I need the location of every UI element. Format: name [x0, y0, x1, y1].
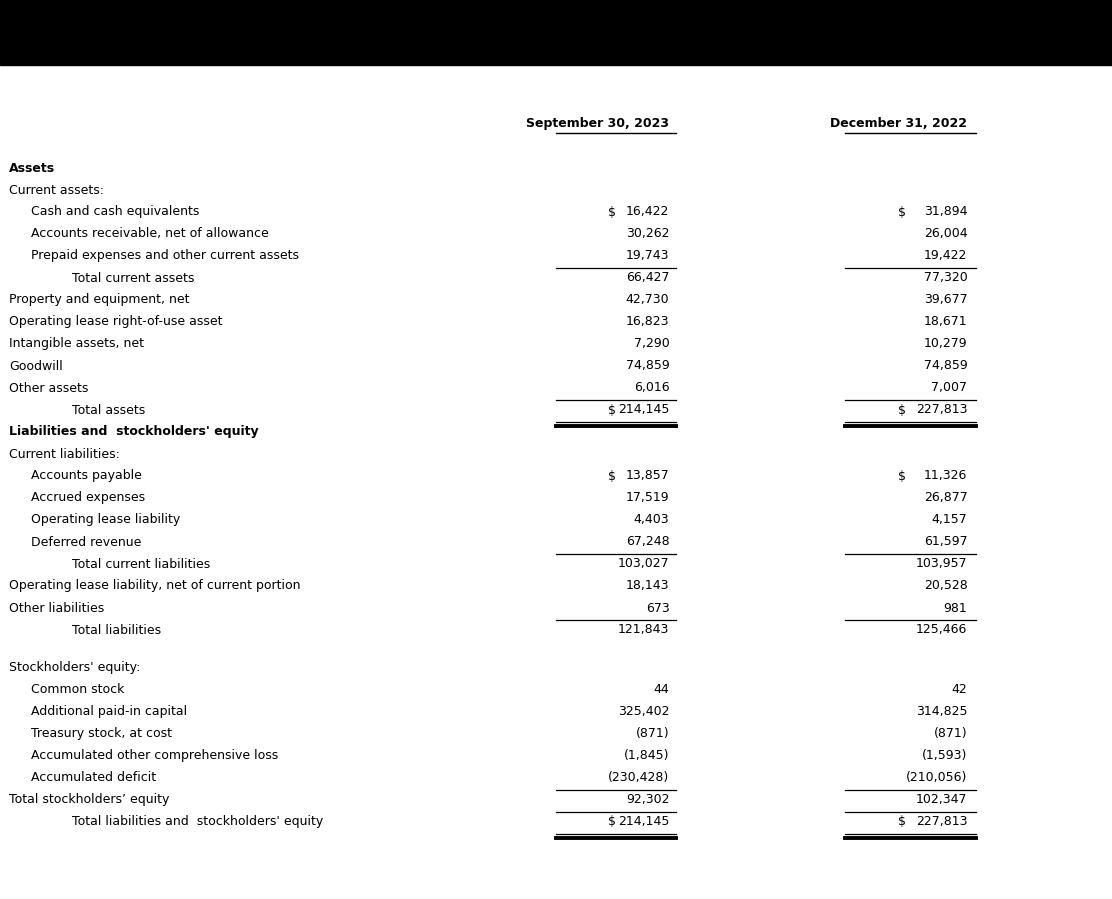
Bar — [0, 0, 1112, 65]
Text: 4,157: 4,157 — [932, 513, 967, 527]
Text: 30,262: 30,262 — [626, 227, 669, 241]
Text: 125,466: 125,466 — [916, 624, 967, 636]
Text: Other liabilities: Other liabilities — [9, 601, 105, 615]
Text: 20,528: 20,528 — [924, 580, 967, 592]
Text: $: $ — [898, 814, 906, 828]
Text: (230,428): (230,428) — [608, 771, 669, 784]
Text: 227,813: 227,813 — [916, 404, 967, 416]
Text: (871): (871) — [636, 727, 669, 740]
Text: Stockholders' equity:: Stockholders' equity: — [9, 661, 140, 674]
Text: Total liabilities: Total liabilities — [72, 624, 161, 636]
Text: Current assets:: Current assets: — [9, 183, 103, 197]
Text: Property and equipment, net: Property and equipment, net — [9, 293, 189, 307]
Text: Total current liabilities: Total current liabilities — [72, 557, 210, 571]
Text: 16,823: 16,823 — [626, 316, 669, 328]
Text: Current liabilities:: Current liabilities: — [9, 448, 120, 460]
Text: (210,056): (210,056) — [906, 771, 967, 784]
Text: $: $ — [608, 206, 616, 218]
Text: 67,248: 67,248 — [626, 536, 669, 548]
Text: $: $ — [898, 206, 906, 218]
Text: Assets: Assets — [9, 162, 54, 174]
Text: 42,730: 42,730 — [626, 293, 669, 307]
Text: 26,004: 26,004 — [924, 227, 967, 241]
Text: 214,145: 214,145 — [618, 404, 669, 416]
Text: Total current assets: Total current assets — [72, 271, 195, 284]
Text: Additional paid-in capital: Additional paid-in capital — [31, 705, 187, 718]
Text: Total liabilities and  stockholders' equity: Total liabilities and stockholders' equi… — [72, 814, 324, 828]
Text: $: $ — [898, 469, 906, 483]
Text: 18,671: 18,671 — [924, 316, 967, 328]
Text: 214,145: 214,145 — [618, 814, 669, 828]
Text: Liabilities and  stockholders' equity: Liabilities and stockholders' equity — [9, 425, 258, 439]
Text: 314,825: 314,825 — [916, 705, 967, 718]
Text: 102,347: 102,347 — [916, 793, 967, 806]
Text: (1,593): (1,593) — [922, 749, 967, 761]
Text: Total stockholders’ equity: Total stockholders’ equity — [9, 793, 169, 806]
Text: 39,677: 39,677 — [924, 293, 967, 307]
Text: 13,857: 13,857 — [626, 469, 669, 483]
Text: 6,016: 6,016 — [634, 381, 669, 395]
Text: Operating lease right-of-use asset: Operating lease right-of-use asset — [9, 316, 222, 328]
Text: 19,743: 19,743 — [626, 250, 669, 263]
Text: Accounts receivable, net of allowance: Accounts receivable, net of allowance — [31, 227, 269, 241]
Text: 981: 981 — [944, 601, 967, 615]
Text: (871): (871) — [934, 727, 967, 740]
Text: Operating lease liability, net of current portion: Operating lease liability, net of curren… — [9, 580, 300, 592]
Text: $: $ — [608, 469, 616, 483]
Text: Prepaid expenses and other current assets: Prepaid expenses and other current asset… — [31, 250, 299, 263]
Text: 7,290: 7,290 — [634, 337, 669, 351]
Text: $: $ — [608, 404, 616, 416]
Text: Goodwill: Goodwill — [9, 360, 62, 372]
Text: $: $ — [898, 404, 906, 416]
Text: 4,403: 4,403 — [634, 513, 669, 527]
Text: 227,813: 227,813 — [916, 814, 967, 828]
Text: 66,427: 66,427 — [626, 271, 669, 284]
Text: 103,027: 103,027 — [618, 557, 669, 571]
Text: 61,597: 61,597 — [924, 536, 967, 548]
Text: Accounts payable: Accounts payable — [31, 469, 142, 483]
Text: Accumulated other comprehensive loss: Accumulated other comprehensive loss — [31, 749, 278, 761]
Text: 10,279: 10,279 — [924, 337, 967, 351]
Text: 42: 42 — [952, 683, 967, 696]
Text: Operating lease liability: Operating lease liability — [31, 513, 180, 527]
Text: 31,894: 31,894 — [924, 206, 967, 218]
Text: 325,402: 325,402 — [618, 705, 669, 718]
Text: 121,843: 121,843 — [618, 624, 669, 636]
Text: September 30, 2023: September 30, 2023 — [526, 117, 669, 130]
Text: Treasury stock, at cost: Treasury stock, at cost — [31, 727, 172, 740]
Text: Cash and cash equivalents: Cash and cash equivalents — [31, 206, 199, 218]
Text: Total assets: Total assets — [72, 404, 146, 416]
Text: December 31, 2022: December 31, 2022 — [831, 117, 967, 130]
Text: 74,859: 74,859 — [626, 360, 669, 372]
Text: 18,143: 18,143 — [626, 580, 669, 592]
Text: $: $ — [608, 814, 616, 828]
Text: 19,422: 19,422 — [924, 250, 967, 263]
Text: 77,320: 77,320 — [924, 271, 967, 284]
Text: Accumulated deficit: Accumulated deficit — [31, 771, 157, 784]
Text: 103,957: 103,957 — [916, 557, 967, 571]
Text: 7,007: 7,007 — [932, 381, 967, 395]
Text: 26,877: 26,877 — [924, 492, 967, 504]
Text: (1,845): (1,845) — [624, 749, 669, 761]
Text: 11,326: 11,326 — [924, 469, 967, 483]
Text: Intangible assets, net: Intangible assets, net — [9, 337, 143, 351]
Text: Other assets: Other assets — [9, 381, 88, 395]
Text: 16,422: 16,422 — [626, 206, 669, 218]
Text: 92,302: 92,302 — [626, 793, 669, 806]
Text: 74,859: 74,859 — [924, 360, 967, 372]
Text: Deferred revenue: Deferred revenue — [31, 536, 141, 548]
Text: Common stock: Common stock — [31, 683, 125, 696]
Text: Accrued expenses: Accrued expenses — [31, 492, 146, 504]
Text: 673: 673 — [646, 601, 669, 615]
Text: 44: 44 — [654, 683, 669, 696]
Text: 17,519: 17,519 — [626, 492, 669, 504]
